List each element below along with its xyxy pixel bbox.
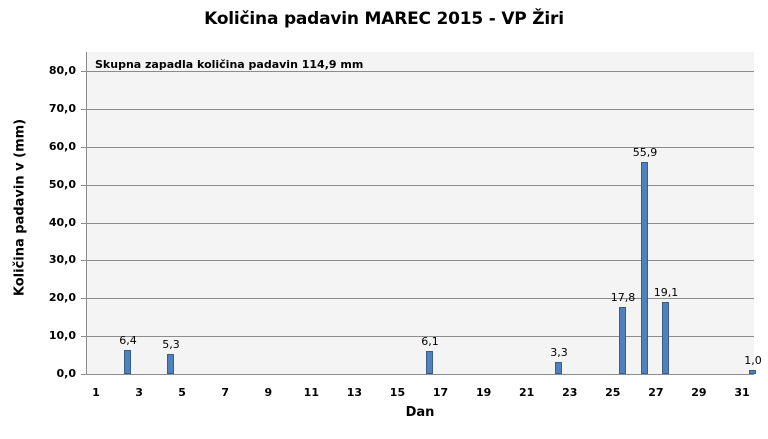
x-axis-label: Dan — [405, 405, 435, 420]
gridline — [86, 374, 754, 375]
x-tick-label: 15 — [389, 386, 406, 399]
data-label: 3,3 — [550, 346, 568, 359]
y-axis-label: Količina padavin v (mm) — [12, 118, 28, 297]
y-axis-line — [86, 52, 87, 375]
bar-day-4 — [167, 354, 174, 374]
data-label: 6,1 — [421, 335, 439, 348]
x-tick-label: 13 — [346, 386, 363, 399]
data-label: 19,1 — [653, 286, 679, 299]
x-tick-label: 25 — [605, 386, 621, 399]
y-tick-label: 60,0 — [48, 140, 76, 153]
data-label: 1,0 — [744, 354, 762, 367]
x-tick-label: 19 — [475, 386, 492, 399]
gridline — [86, 147, 754, 148]
y-tick-label: 20,0 — [48, 291, 76, 304]
x-tick-label: 5 — [178, 386, 186, 399]
bar-day-26 — [641, 162, 648, 374]
plot-area — [86, 52, 754, 374]
gridline — [86, 223, 754, 224]
y-tick-mark — [81, 298, 86, 299]
gridline — [86, 260, 754, 261]
y-tick-label: 70,0 — [48, 102, 76, 115]
y-tick-mark — [81, 109, 86, 110]
data-label: 5,3 — [162, 338, 180, 351]
x-tick-label: 29 — [691, 386, 707, 399]
y-tick-label: 80,0 — [48, 64, 76, 77]
bar-day-16 — [426, 351, 433, 374]
bar-day-2 — [124, 350, 131, 374]
bar-day-22 — [555, 362, 562, 374]
x-tick-label: 1 — [92, 386, 100, 399]
y-tick-mark — [81, 374, 86, 375]
data-label: 55,9 — [632, 146, 658, 159]
y-tick-mark — [81, 336, 86, 337]
x-tick-label: 7 — [221, 386, 230, 399]
y-tick-mark — [81, 185, 86, 186]
data-label: 17,8 — [610, 291, 636, 304]
y-tick-mark — [81, 260, 86, 261]
x-tick-label: 3 — [135, 386, 143, 399]
x-tick-label: 21 — [519, 386, 535, 399]
chart-title: Količina padavin MAREC 2015 - VP Žiri — [204, 9, 564, 29]
gridline — [86, 298, 754, 299]
y-tick-label: 0,0 — [56, 367, 77, 380]
y-tick-mark — [81, 71, 86, 72]
y-tick-label: 40,0 — [48, 216, 76, 229]
total-annotation: Skupna zapadla količina padavin 114,9 mm — [95, 58, 364, 71]
data-label: 6,4 — [119, 334, 137, 347]
x-tick-label: 11 — [303, 386, 319, 399]
x-tick-label: 9 — [264, 386, 273, 399]
y-tick-label: 10,0 — [48, 329, 76, 342]
y-tick-mark — [81, 147, 86, 148]
bar-day-27 — [662, 302, 669, 374]
gridline — [86, 109, 754, 110]
bar-day-31 — [749, 370, 756, 374]
y-tick-mark — [81, 223, 86, 224]
x-tick-label: 23 — [562, 386, 578, 399]
y-tick-label: 30,0 — [48, 253, 76, 266]
gridline — [86, 185, 754, 186]
gridline — [86, 336, 754, 337]
x-tick-label: 31 — [734, 386, 750, 399]
gridline — [86, 71, 754, 72]
y-tick-label: 50,0 — [48, 178, 76, 191]
x-tick-label: 17 — [432, 386, 449, 399]
bar-day-25 — [619, 307, 626, 374]
x-tick-label: 27 — [648, 386, 664, 399]
